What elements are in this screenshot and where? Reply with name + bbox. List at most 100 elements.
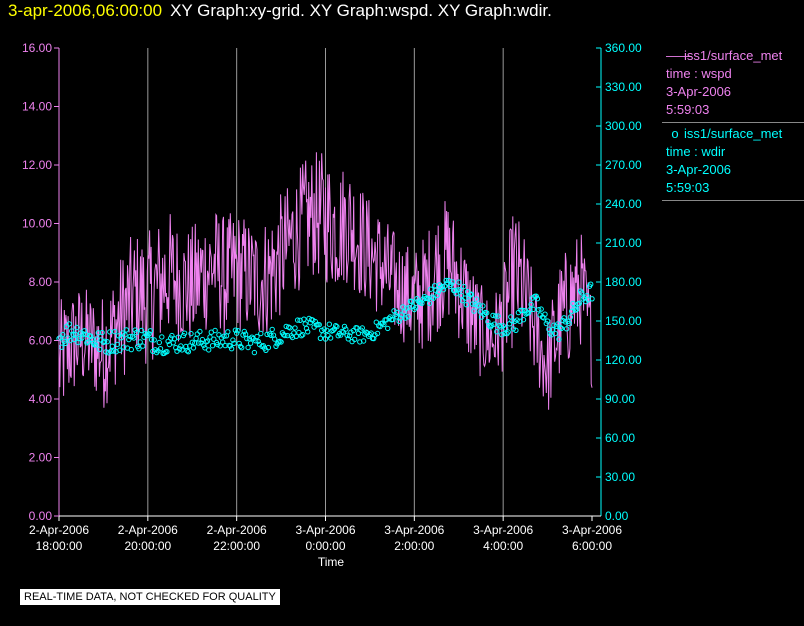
wdir-point [579, 290, 585, 296]
x-tick-label: 3-Apr-2006 [562, 523, 622, 537]
wdir-point [181, 330, 188, 336]
wdir-point [324, 327, 330, 333]
wdir-point [401, 309, 407, 315]
wdir-point [495, 313, 501, 319]
wdir-point [317, 335, 324, 341]
wdir-point [322, 336, 329, 342]
x-tick-label: 0:00:00 [305, 539, 345, 553]
wdir-point [520, 317, 527, 323]
wdir-point [556, 336, 562, 342]
wdir-point [151, 337, 157, 343]
wdir-point [214, 341, 221, 348]
wdir-point [112, 328, 118, 335]
wdir-point [326, 321, 332, 327]
wdir-point [360, 338, 367, 344]
legend-wspd-date: 3-Apr-2006 [666, 84, 732, 99]
x-tick-label: 3-Apr-2006 [295, 523, 355, 537]
left-y-tick-label: 2.00 [29, 451, 53, 465]
wdir-point [293, 333, 299, 339]
wdir-point [249, 334, 255, 340]
wdir-point [538, 306, 544, 312]
wdir-point [475, 303, 481, 309]
wdir-point [88, 333, 94, 339]
wdir-point [431, 283, 438, 289]
wdir-point [245, 344, 251, 351]
wdir-point [138, 327, 145, 334]
wdir-point [509, 318, 515, 324]
wdir-point [456, 279, 462, 285]
wdir-point [156, 339, 163, 346]
wdir-point [470, 301, 476, 307]
wdir-point [93, 342, 99, 348]
wdir-point [268, 332, 274, 339]
wdir-point [492, 313, 499, 319]
wdir-point [367, 331, 373, 338]
x-tick-label: 22:00:00 [213, 539, 260, 553]
wdir-point [136, 346, 142, 352]
wdir-point [204, 338, 211, 344]
wdir-point [292, 325, 298, 331]
wdir-point [294, 317, 301, 323]
wdir-point [100, 339, 107, 345]
legend-entry-wspd: ——iss1/surface_met time : wspd 3-Apr-200… [662, 45, 804, 123]
wdir-point [225, 329, 231, 335]
wdir-point [301, 316, 307, 322]
wdir-point [374, 330, 381, 337]
axes: 2-Apr-2006 18:00:00 2-Apr-2006 20:00:00 2-Ap… [22, 41, 642, 553]
wdir-point [107, 329, 113, 335]
wdir-point [195, 340, 202, 346]
wdir-point [528, 301, 534, 308]
wdir-point [473, 296, 480, 302]
wdir-point [147, 328, 154, 334]
wdir-point [588, 281, 594, 287]
wdir-point [269, 326, 275, 333]
wdir-point [345, 336, 351, 342]
wdir-point [230, 337, 236, 343]
legend-wspd-source: iss1/surface_met [684, 48, 783, 63]
wdir-point [385, 325, 391, 332]
wdir-point [468, 291, 475, 297]
wdir-point [478, 314, 485, 320]
wdir-point [103, 349, 109, 355]
wdir-point [128, 346, 135, 353]
wdir-point [574, 306, 580, 312]
legend: ——iss1/surface_met time : wspd 3-Apr-200… [662, 45, 804, 201]
wdir-point [555, 321, 561, 327]
wdir-point [435, 289, 442, 295]
wdir-point [527, 307, 533, 313]
wdir-point [140, 343, 146, 349]
x-tick-label: 20:00:00 [124, 539, 171, 553]
wdir-point [265, 344, 272, 351]
wdir-point [201, 342, 207, 348]
right-y-tick-label: 90.00 [605, 392, 635, 406]
x-tick-label: 6:00:00 [572, 539, 612, 553]
wdir-point [152, 347, 159, 353]
wdir-point [176, 346, 183, 352]
wdir-point [118, 335, 124, 341]
wdir-point [302, 321, 308, 327]
x-tick-label: 3-Apr-2006 [473, 523, 533, 537]
wdir-point [458, 292, 464, 299]
legend-wdir-source: iss1/surface_met [684, 126, 783, 141]
wdir-point [228, 346, 235, 352]
wdir-point [188, 330, 194, 337]
wdir-point [334, 323, 340, 330]
wdir-point [341, 323, 348, 330]
legend-wdir-time: 5:59:03 [666, 180, 710, 195]
x-axis-label: Time [318, 555, 345, 569]
wdir-point [212, 327, 218, 334]
wdir-point [300, 332, 306, 338]
wdir-point [496, 322, 503, 329]
left-y-tick-label: 4.00 [29, 392, 53, 406]
wdir-point [395, 309, 401, 316]
wdir-point [221, 333, 227, 339]
right-y-tick-label: 360.00 [605, 41, 642, 55]
wdir-point [189, 339, 196, 345]
wdir-point [390, 316, 396, 323]
right-y-tick-label: 240.00 [605, 197, 642, 211]
wdir-point [454, 287, 461, 293]
wdir-point [220, 339, 226, 345]
wdir-point [71, 336, 77, 343]
legend-entry-wdir: o iss1/surface_met time : wdir 3-Apr-2006… [662, 123, 804, 201]
wdir-point [193, 335, 199, 342]
